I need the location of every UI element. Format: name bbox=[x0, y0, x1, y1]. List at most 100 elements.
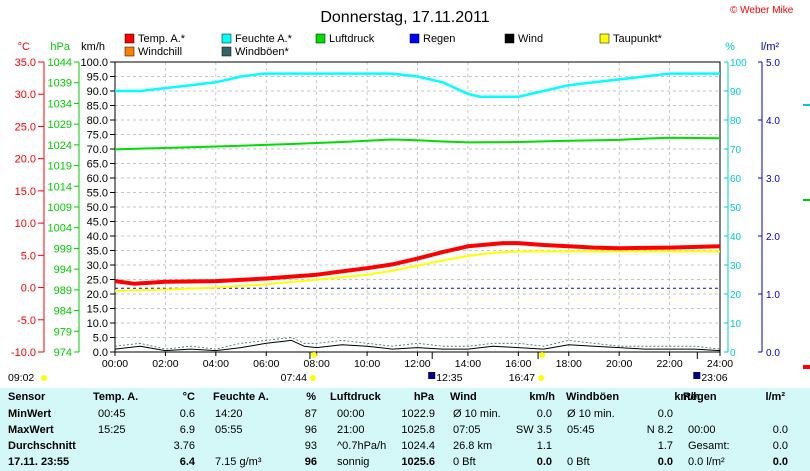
humidity-tick-label: 20 bbox=[730, 290, 742, 301]
wind-tick-label: 80.0 bbox=[87, 115, 108, 127]
table-cell: sonnig bbox=[337, 456, 370, 468]
table-cell: 96 bbox=[304, 424, 317, 436]
wind-tick-label: 25.0 bbox=[87, 275, 108, 287]
table-cell: Gesamt: bbox=[688, 440, 730, 452]
legend-label: Windchill bbox=[138, 46, 182, 58]
legend-label: Regen bbox=[423, 33, 455, 45]
wind-tick-label: 75.0 bbox=[87, 130, 108, 142]
humidity-axis-unit: % bbox=[725, 41, 735, 53]
humidity-tick-label: 10 bbox=[730, 319, 742, 330]
table-cell: 21:00 bbox=[337, 424, 365, 436]
sunset-label: 16:47 bbox=[509, 372, 535, 384]
table-row-label: Durchschnitt bbox=[8, 440, 76, 452]
table-cell: 0.0 bbox=[657, 408, 673, 420]
table-cell: 05:45 bbox=[567, 424, 595, 436]
temp-tick-label: 20.0 bbox=[15, 154, 36, 166]
table-cell: 0.0 l/m² bbox=[688, 456, 725, 468]
table-cell: N 8.2 bbox=[646, 424, 673, 436]
rain-tick-label: 5.0 bbox=[766, 58, 780, 69]
x-tick-label: 20:00 bbox=[606, 358, 632, 370]
table-cell: 26.8 km bbox=[453, 440, 493, 452]
table-row-label: MaxWert bbox=[8, 424, 54, 436]
pressure-tick-label: 994 bbox=[54, 264, 72, 276]
x-tick-label: 16:00 bbox=[505, 358, 531, 370]
pressure-tick-label: 1009 bbox=[48, 202, 72, 214]
temp-tick-label: -5.0 bbox=[17, 315, 36, 327]
table-header-0: Sensor bbox=[8, 391, 46, 403]
table-cell: 0 Bft bbox=[453, 456, 476, 468]
wind-tick-label: 20.0 bbox=[87, 289, 108, 301]
wind-tick-label: 70.0 bbox=[87, 144, 108, 156]
table-header-8: km/h bbox=[529, 391, 555, 403]
pressure-tick-label: 1039 bbox=[48, 78, 72, 90]
x-tick-label: 12:00 bbox=[404, 358, 430, 370]
table-header-10: km/h bbox=[674, 391, 700, 403]
legend-swatch bbox=[221, 33, 232, 44]
chart-grid bbox=[114, 61, 721, 353]
sun-icon bbox=[309, 375, 316, 381]
humidity-tick-label: 70 bbox=[730, 145, 742, 156]
humidity-tick-label: 30 bbox=[730, 261, 742, 272]
table-header-3: Feuchte A. bbox=[213, 391, 269, 403]
moon-icon bbox=[428, 372, 436, 379]
weather-chart: Donnerstag, 17.11.2011 © Weber Mike Temp… bbox=[8, 5, 810, 384]
table-row-label: 17.11. 23:55 bbox=[8, 456, 70, 468]
table-cell: 0 Bft bbox=[567, 456, 590, 468]
pressure-tick-label: 1034 bbox=[48, 98, 72, 110]
x-tick-label: 24:00 bbox=[707, 358, 733, 370]
series-line-taupunkt bbox=[114, 250, 720, 292]
table-cell: 0.0 bbox=[772, 456, 788, 468]
series-line-windb-en bbox=[114, 337, 721, 350]
temp-axis-unit: °C bbox=[18, 41, 30, 53]
wind-tick-label: 5.0 bbox=[93, 333, 108, 345]
temp-tick-label: 25.0 bbox=[15, 121, 36, 133]
pressure-tick-label: 1004 bbox=[48, 223, 72, 235]
legend-label: Taupunkt* bbox=[613, 33, 663, 45]
table-cell: 93 bbox=[304, 440, 317, 452]
table-header-9: Windböen bbox=[566, 391, 620, 403]
table-cell: 00:45 bbox=[98, 408, 126, 420]
humidity-tick-label: 90 bbox=[730, 87, 742, 98]
rain-axis-unit: l/m² bbox=[761, 41, 780, 53]
legend-swatch bbox=[124, 33, 135, 44]
humidity-tick-label: 80 bbox=[730, 116, 742, 127]
table-cell: 07:05 bbox=[453, 424, 481, 436]
chart-extras: 09:02 07:44 16:47 12:35 23:06 bbox=[8, 104, 810, 384]
temp-tick-label: 0.0 bbox=[21, 283, 36, 295]
wind-tick-label: 55.0 bbox=[87, 188, 108, 200]
legend-label: Temp. A.* bbox=[138, 33, 186, 45]
humidity-tick-label: 100 bbox=[730, 58, 747, 69]
table-cell: 0.0 bbox=[536, 456, 552, 468]
temp-tick-label: 35.0 bbox=[15, 57, 36, 69]
x-tick-label: 06:00 bbox=[253, 358, 279, 370]
series-line-luftdruck bbox=[114, 136, 721, 151]
wind-tick-label: 90.0 bbox=[87, 86, 108, 98]
temp-tick-label: 15.0 bbox=[15, 186, 36, 198]
table-header-12: l/m² bbox=[765, 391, 785, 403]
x-tick-label: 10:00 bbox=[354, 358, 380, 370]
humidity-tick-label: 60 bbox=[730, 174, 742, 185]
humidity-tick-label: 40 bbox=[730, 232, 742, 243]
table-cell: 14:20 bbox=[215, 408, 243, 420]
pressure-tick-label: 974 bbox=[54, 347, 72, 359]
temp-tick-label: 10.0 bbox=[15, 218, 36, 230]
table-cell: 0.6 bbox=[179, 408, 195, 420]
wind-tick-label: 35.0 bbox=[87, 246, 108, 258]
humidity-tick-label: 50 bbox=[730, 203, 742, 214]
table-cell: 15:25 bbox=[98, 424, 126, 436]
wind-tick-label: 85.0 bbox=[87, 101, 108, 113]
pressure-tick-label: 1044 bbox=[48, 57, 72, 69]
table-cell: SW 3.5 bbox=[515, 424, 552, 436]
table-cell: 1025.6 bbox=[401, 456, 435, 468]
table-cell: 0.0 bbox=[772, 440, 788, 452]
rain-tick-label: 2.0 bbox=[766, 232, 780, 243]
legend-swatch bbox=[124, 46, 135, 57]
legend-label: Windböen* bbox=[235, 46, 290, 58]
moonset-label: 23:06 bbox=[701, 372, 727, 384]
series-line-feuchte-a bbox=[115, 72, 720, 99]
table-cell: 1.7 bbox=[657, 440, 673, 452]
table-cell: 7.15 g/m³ bbox=[215, 456, 262, 468]
wind-tick-label: 15.0 bbox=[87, 304, 108, 316]
sun-icon bbox=[539, 352, 546, 358]
chart-legend: Temp. A.* Feuchte A.* Luftdruck Regen Wind Ta… bbox=[124, 33, 663, 58]
